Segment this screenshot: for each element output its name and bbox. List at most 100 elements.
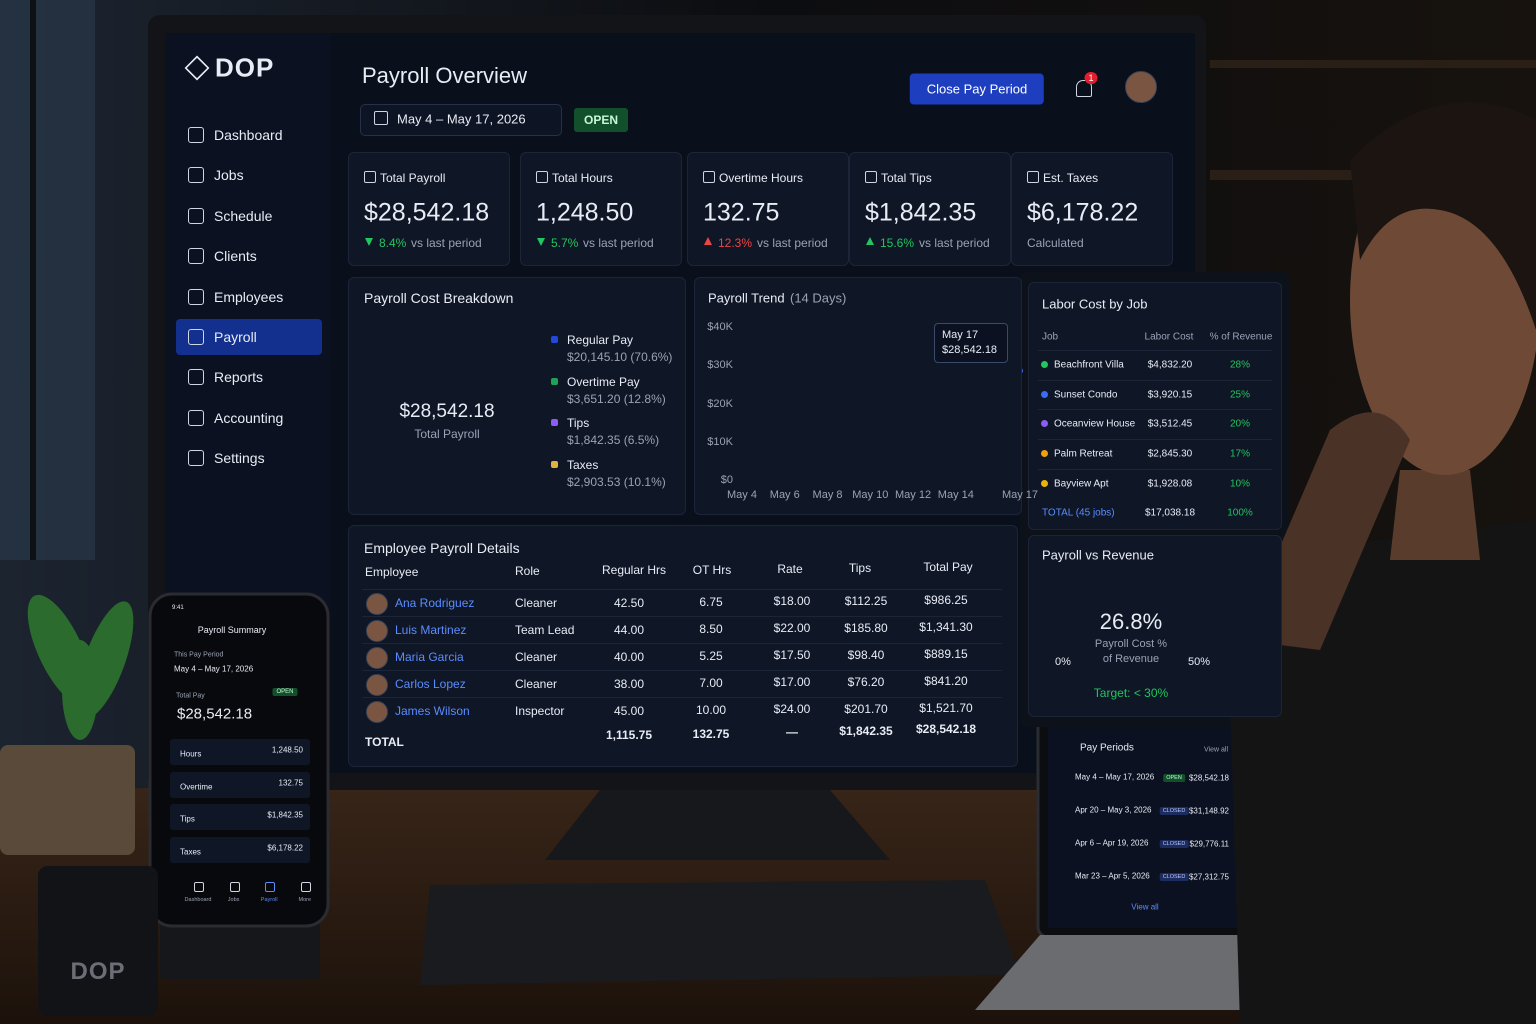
phone-row-value: $1,842.35 [267, 810, 303, 820]
employee-name[interactable]: James Wilson [395, 704, 470, 718]
x-tick-label: May 12 [895, 489, 932, 501]
legend-value: $2,903.53 (10.1%) [567, 475, 666, 490]
kpi-label: Total Tips [881, 171, 932, 185]
job-cost: $2,845.30 [1147, 448, 1193, 460]
employee-name[interactable]: Luis Martinez [395, 623, 467, 637]
nav-icon [188, 409, 204, 426]
nav-item[interactable]: Employees [214, 288, 284, 305]
period-status: OPEN [1163, 774, 1185, 782]
job-share: 25% [1229, 389, 1251, 401]
y-tick-label: $40K [707, 321, 733, 333]
phone-tab[interactable]: Payroll [260, 897, 278, 903]
kpi-value: $1,842.35 [865, 198, 977, 227]
nav-item[interactable]: Reports [214, 369, 264, 386]
nav-icon [188, 248, 204, 265]
tab-icon [194, 882, 204, 892]
phone-tab[interactable]: Jobs [227, 897, 240, 903]
avatar[interactable] [1125, 71, 1157, 103]
employee-cell: $76.20 [847, 674, 885, 689]
nav-item[interactable]: Clients [214, 248, 257, 265]
employee-cell: $17.50 [773, 648, 811, 663]
laptop-title: Pay Periods [1080, 742, 1134, 754]
legend-label: Taxes [567, 458, 599, 473]
period-status: CLOSED [1159, 873, 1189, 881]
legend-swatch [551, 336, 558, 343]
column-header: Employee [365, 565, 419, 579]
total-cell: 132.75 [692, 726, 730, 741]
employee-cell: $18.00 [773, 594, 811, 609]
legend-swatch [551, 419, 558, 427]
nav-icon [188, 167, 204, 184]
employee-cell: $1,521.70 [919, 700, 973, 715]
nav-item[interactable]: Accounting [214, 409, 284, 426]
nav-item[interactable]: Jobs [214, 167, 244, 184]
job-dot [1041, 479, 1048, 487]
employee-name[interactable]: Carlos Lopez [395, 677, 466, 691]
kpi-value: 132.75 [703, 198, 780, 227]
column-header: Rate [777, 561, 803, 576]
phone-row-label: Hours [180, 749, 202, 759]
kpi-value: $6,178.22 [1027, 198, 1139, 227]
nav-item[interactable]: Payroll [214, 329, 257, 345]
employee-cell: 38.00 [613, 677, 645, 691]
nav-item[interactable]: Settings [214, 450, 265, 467]
nav-item[interactable]: Dashboard [214, 127, 283, 143]
job-dot [1041, 450, 1048, 458]
mug [38, 866, 158, 1016]
employee-cell: 42.50 [613, 596, 645, 610]
x-tick-label: May 10 [852, 489, 889, 501]
column-header: Role [515, 564, 540, 579]
column-header: Labor Cost [1144, 331, 1194, 343]
breakdown-card [348, 277, 686, 515]
bell-icon[interactable] [1076, 80, 1092, 97]
employee-role: Inspector [515, 704, 565, 718]
laptop-link[interactable]: View all [1204, 746, 1228, 754]
x-tick-label: May 17 [1001, 489, 1039, 501]
row-divider [362, 670, 1002, 671]
legend-label: Regular Pay [567, 333, 634, 347]
kpi-note: Calculated [1027, 236, 1084, 250]
kpi-note: vs last period [411, 236, 482, 250]
phone-row-value: 132.75 [278, 778, 303, 788]
panel-title: Labor Cost by Job [1042, 296, 1148, 312]
laptop-base [975, 935, 1265, 1010]
row-divider [1038, 439, 1272, 441]
period-amount: $28,542.18 [1188, 773, 1229, 783]
row-divider [362, 697, 1002, 698]
phone-tab[interactable]: Dashboard [184, 897, 212, 903]
close-period-button[interactable]: Close Pay Period [909, 73, 1045, 105]
legend-value: $20,145.10 (70.6%) [567, 350, 673, 364]
employee-name[interactable]: Ana Rodriguez [395, 596, 475, 610]
chart-title: Payroll Cost Breakdown [364, 290, 514, 306]
kpi-note: vs last period [757, 236, 828, 250]
phone-total: $28,542.18 [177, 705, 253, 723]
date-picker[interactable] [360, 104, 562, 136]
job-share: 20% [1229, 418, 1251, 430]
row-divider [1038, 468, 1272, 470]
phone-row [170, 837, 310, 864]
phone-time: 9:41 [172, 605, 184, 611]
row-divider [1038, 409, 1272, 411]
kpi-icon [703, 171, 715, 183]
phone-tab[interactable]: More [298, 897, 312, 903]
nav-active [176, 319, 322, 355]
kpi-icon [865, 171, 877, 183]
employee-name[interactable]: Maria Garcia [395, 650, 464, 664]
x-tick-label: May 8 [812, 489, 843, 501]
mug-logo: DOP [70, 958, 126, 985]
employee-cell: $1,341.30 [919, 619, 973, 634]
employee-cell: 40.00 [613, 650, 645, 664]
job-cost: $3,920.15 [1147, 389, 1193, 401]
x-tick-label: May 14 [937, 489, 974, 501]
laptop-footer-link[interactable]: View all [1131, 902, 1159, 912]
job-dot [1041, 420, 1048, 428]
phone-status: OPEN [272, 688, 298, 696]
phone-row-value: 1,248.50 [271, 745, 303, 755]
plant [27, 594, 134, 740]
legend-swatch [551, 377, 558, 385]
employee-role: Cleaner [515, 596, 558, 610]
tab-icon [300, 882, 311, 892]
employee-cell: $22.00 [773, 621, 811, 636]
nav-item[interactable]: Schedule [214, 207, 273, 224]
total-cost: $17,038.18 [1144, 507, 1196, 519]
